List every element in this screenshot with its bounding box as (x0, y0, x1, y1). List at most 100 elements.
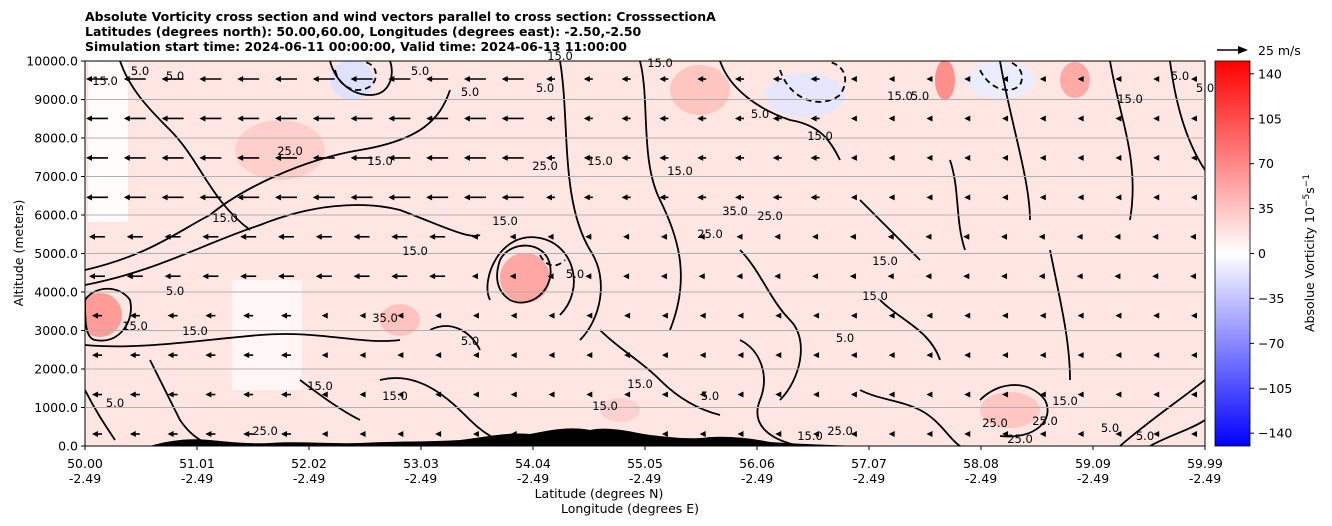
wind-vector-head (849, 233, 856, 240)
wind-vector-head (734, 194, 741, 201)
wind-vector (1115, 194, 1122, 201)
wind-vector-head (812, 273, 819, 280)
wind-vector-head (92, 312, 98, 319)
wind-vector (321, 391, 328, 398)
wind-vector (772, 194, 782, 201)
wind-vector (699, 352, 706, 359)
wind-vector (1002, 115, 1009, 122)
wind-vector (1115, 154, 1122, 161)
wind-vector-head (660, 233, 667, 240)
wind-vector (199, 115, 222, 122)
colorbar-tick-label: 105 (1258, 111, 1282, 126)
wind-vector-head (775, 312, 782, 319)
wind-vector (1153, 154, 1160, 161)
chart-title: Absolute Vorticity cross section and win… (85, 9, 716, 54)
title-line-3: Simulation start time: 2024-06-11 00:00:… (85, 39, 627, 54)
blue-patch-3 (965, 62, 1035, 98)
wind-vector-head (205, 431, 212, 437)
wind-vector-head (964, 194, 971, 201)
wind-vector (925, 273, 932, 280)
wind-vector (350, 76, 373, 82)
wind-vector (509, 233, 516, 240)
wind-vector-head (1114, 233, 1121, 240)
wind-vector (126, 233, 143, 240)
wind-vector-head (1077, 391, 1084, 398)
wind-vector (1002, 194, 1009, 201)
contour-label: 15.0 (307, 379, 333, 393)
wind-vector (1191, 312, 1197, 319)
wind-vector (167, 391, 178, 398)
wind-vector-head (1152, 273, 1159, 280)
wind-vector (388, 76, 411, 82)
wind-vector (463, 115, 486, 122)
contour-label: 15.0 (547, 49, 573, 63)
white-region-left (88, 62, 128, 222)
wind-vector-head (274, 154, 281, 161)
wind-vector (129, 431, 140, 437)
wind-vector-head (359, 391, 366, 398)
wind-vector (1115, 115, 1122, 122)
wind-vector (359, 431, 366, 437)
wind-vector (1190, 273, 1196, 280)
wind-vector (661, 312, 668, 319)
contour-label: 15.0 (807, 129, 833, 143)
wind-vector (388, 154, 411, 161)
wind-vector (161, 194, 184, 201)
x-tick-label-latitude: 59.09 (1075, 456, 1111, 471)
contour-label: 5.0 (1171, 69, 1189, 83)
wind-vector-head (1153, 76, 1160, 82)
wind-vector (350, 154, 373, 161)
wind-vector-head (240, 233, 247, 240)
wind-vector (274, 194, 297, 201)
wind-vector (167, 312, 178, 319)
wind-vector (129, 312, 140, 319)
wind-vector-head (237, 115, 244, 122)
wind-vector-head (472, 312, 479, 319)
wind-vector (583, 194, 593, 201)
wind-vector (280, 431, 291, 437)
wind-vector (546, 115, 556, 122)
wind-vector-head (243, 352, 250, 359)
wind-vector (129, 352, 140, 359)
wind-vector-head (123, 194, 130, 201)
x-tick-label-longitude: -2.49 (965, 471, 997, 486)
wind-vector-head (86, 76, 92, 82)
wind-vector (315, 273, 332, 280)
wind-vector-head (426, 154, 433, 161)
wind-vector (312, 115, 335, 122)
contour-label: 15.0 (1052, 394, 1078, 408)
wind-vector (850, 115, 857, 122)
wind-vector-head (661, 352, 668, 359)
wind-vector-head (698, 233, 705, 240)
wind-vector-head (92, 352, 98, 359)
x-tick-label-longitude: -2.49 (1189, 471, 1221, 486)
wind-vector (123, 76, 146, 82)
wind-vector-head (1039, 115, 1046, 122)
wind-vector (471, 233, 478, 240)
wind-vector-head (510, 391, 517, 398)
blue-patch-1 (330, 61, 374, 100)
x-tick-label-latitude: 57.07 (851, 456, 887, 471)
wind-vector (280, 312, 291, 319)
wind-vector-head (888, 391, 895, 398)
y-tick-label: 10000.0 (26, 54, 78, 69)
wind-vector (586, 431, 593, 437)
wind-vector-head (321, 352, 328, 359)
contour-label: 25.0 (757, 209, 783, 223)
wind-vector-head (509, 273, 516, 280)
wind-vector-head (849, 273, 856, 280)
wind-vector-head (772, 76, 779, 82)
wind-vector (1077, 115, 1084, 122)
wind-vector (698, 233, 705, 240)
wind-vector (660, 233, 667, 240)
wind-vector-head (129, 391, 136, 398)
y-tick-label: 9000.0 (34, 92, 78, 107)
wind-vector (205, 431, 216, 437)
wind-vector-head (202, 273, 209, 280)
wind-vector-head (472, 391, 479, 398)
wind-vector-head (353, 233, 360, 240)
wind-vector-head (167, 431, 174, 437)
wind-vector (926, 431, 933, 437)
wind-vector-head (89, 273, 95, 280)
x-tick-label-longitude: -2.49 (517, 471, 549, 486)
